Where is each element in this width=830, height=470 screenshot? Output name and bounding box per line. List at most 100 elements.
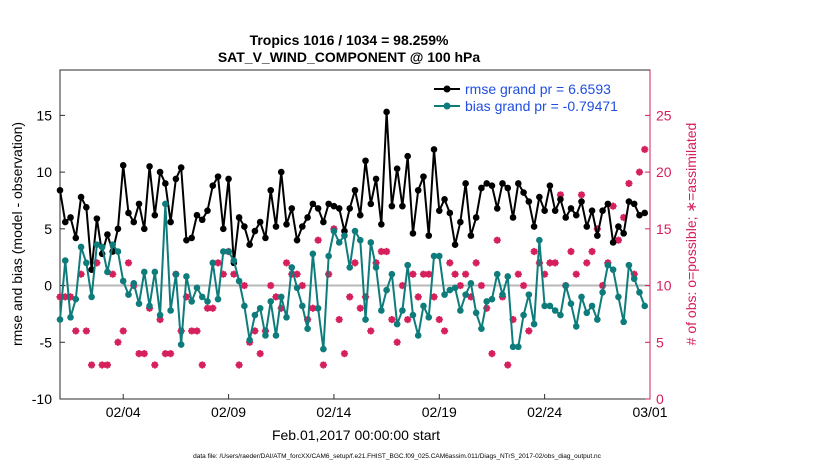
bias-point — [220, 248, 227, 255]
rmse-point — [615, 223, 622, 230]
obs-assimilated-marker — [88, 361, 96, 369]
rmse-point — [572, 211, 580, 219]
obs-assimilated-marker — [451, 270, 459, 278]
obs-assimilated-marker — [109, 270, 117, 278]
rmse-point — [457, 218, 464, 226]
rmse-point — [283, 220, 290, 228]
obs-assimilated-marker — [309, 304, 317, 312]
y-axis-label: rmse and bias (model - observation) — [9, 122, 25, 346]
rmse-point — [251, 227, 259, 235]
bias-point — [520, 311, 527, 319]
legend-rmse-marker — [443, 85, 451, 93]
obs-assimilated-marker — [156, 315, 164, 324]
bias-point — [467, 279, 475, 287]
bias-point — [435, 252, 443, 260]
y2-axis-label: # of obs: o=possible; ∗=assimilated — [683, 123, 699, 346]
rmse-point — [125, 209, 132, 217]
bias-point — [536, 236, 543, 244]
bias-point — [615, 293, 622, 301]
bias-point — [98, 243, 106, 251]
obs-assimilated-marker — [114, 338, 122, 346]
obs-assimilated-marker — [567, 247, 575, 256]
y2-axis-ticks: 0 5 10 15 20 25 — [645, 70, 672, 407]
bias-point — [472, 309, 480, 317]
bias-point — [567, 300, 575, 308]
obs-assimilated-marker — [614, 236, 622, 244]
rmse-point — [425, 232, 433, 239]
chart-title: Tropics 1016 / 1034 = 98.259% — [250, 32, 449, 48]
obs-assimilated-marker — [483, 304, 491, 312]
rmse-point — [135, 200, 143, 208]
obs-assimilated-marker — [425, 270, 433, 278]
bias-point — [140, 268, 148, 276]
y2-tick-label: 10 — [656, 278, 672, 294]
rmse-point — [351, 186, 359, 194]
bias-point — [198, 293, 206, 301]
rmse-point — [599, 207, 606, 214]
x-tick-label: 02/19 — [422, 404, 457, 420]
rmse-point — [356, 211, 364, 219]
obs-assimilated-marker — [193, 327, 201, 335]
rmse-point — [225, 175, 232, 183]
bias-point — [383, 286, 390, 294]
obs-assimilated-marker — [414, 293, 422, 301]
bias-point — [283, 314, 290, 321]
rmse-point — [441, 196, 448, 203]
obs-assimilated-marker — [177, 327, 185, 335]
bias-point — [594, 316, 601, 323]
obs-assimilated-marker — [319, 361, 327, 369]
rmse-point — [557, 196, 564, 203]
rmse-point — [56, 186, 64, 194]
bias-point — [404, 261, 411, 269]
obs-assimilated-marker — [298, 281, 306, 290]
obs-assimilated-marker — [135, 350, 143, 358]
rmse-point — [167, 218, 174, 226]
obs-assimilated-marker — [456, 281, 464, 290]
rmse-point — [499, 180, 506, 187]
rmse-point — [420, 173, 427, 180]
rmse-point — [314, 205, 322, 212]
rmse-point — [235, 214, 243, 221]
obs-assimilated-marker — [472, 259, 480, 267]
bias-point — [230, 257, 238, 264]
rmse-point — [515, 180, 522, 187]
obs-assimilated-marker — [188, 327, 196, 335]
rmse-point — [77, 193, 85, 201]
bias-point — [83, 259, 90, 267]
bias-point — [299, 302, 306, 310]
legend: rmse grand pr = 6.6593 bias grand pr = -… — [434, 81, 618, 114]
rmse-point — [183, 236, 190, 244]
obs-assimilated-marker — [514, 270, 522, 278]
rmse-point — [67, 214, 74, 221]
obs-assimilated-marker — [161, 350, 169, 358]
bias-point — [162, 200, 169, 208]
y2-tick-label: 25 — [656, 107, 672, 123]
obs-assimilated-marker — [535, 259, 543, 267]
obs-assimilated-marker — [551, 259, 559, 267]
bias-point — [262, 332, 269, 339]
bias-point — [515, 343, 522, 351]
obs-assimilated-marker — [167, 350, 175, 358]
bias-point — [609, 266, 617, 273]
bias-point — [530, 320, 538, 328]
rmse-point — [277, 168, 285, 176]
rmse-point — [372, 175, 380, 183]
rmse-point — [151, 211, 159, 219]
bias-point — [341, 232, 348, 239]
rmse-point — [546, 182, 554, 190]
obs-assimilated-marker — [477, 281, 486, 290]
obs-assimilated-marker — [430, 293, 438, 301]
obs-assimilated-marker — [367, 327, 375, 335]
bias-point — [351, 227, 359, 235]
bias-point — [156, 311, 164, 319]
bias-point — [88, 293, 95, 301]
bias-point — [572, 323, 580, 330]
bias-point — [330, 227, 338, 235]
bias-point — [104, 268, 111, 276]
y-tick-label: 15 — [36, 107, 52, 123]
y-tick-label: -10 — [32, 391, 52, 407]
bias-point — [583, 309, 591, 317]
bias-point — [599, 289, 606, 296]
bias-point — [209, 259, 217, 267]
series-lines — [56, 108, 649, 353]
